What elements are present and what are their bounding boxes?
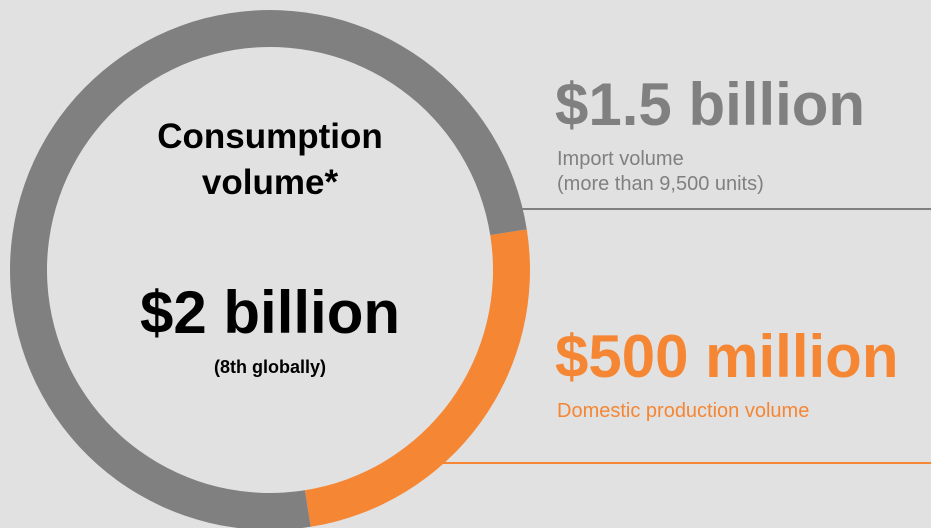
import-label: Import volume (more than 9,500 units) <box>557 147 764 197</box>
center-value: $2 billion <box>139 279 401 346</box>
donut-chart <box>10 10 530 528</box>
domestic-label: Domestic production volume <box>557 400 810 422</box>
import-value: $1.5 billion <box>555 71 866 138</box>
import-note: (more than 9,500 units) <box>557 173 764 195</box>
import-divider <box>519 208 931 210</box>
domestic-value: $500 million <box>555 323 899 390</box>
center-title: Consumption volume* <box>157 117 383 202</box>
domestic-slice <box>304 229 530 527</box>
center-note: (8th globally) <box>214 357 326 377</box>
domestic-divider <box>438 462 931 464</box>
import-name: Import volume <box>557 148 684 170</box>
